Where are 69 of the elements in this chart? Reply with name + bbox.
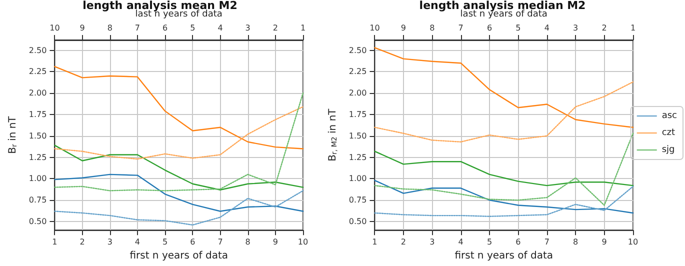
- x-axis-title: first n years of data: [130, 250, 228, 262]
- line-series: [54, 174, 304, 212]
- x-tick-label: 8: [573, 238, 578, 247]
- x-tick-label: 6: [516, 238, 521, 247]
- x2-tick-label: 3: [573, 24, 578, 32]
- x-tick-label: 3: [107, 238, 112, 247]
- x2-tick-label: 9: [80, 24, 85, 32]
- y-tick-label: 2.50: [28, 46, 47, 55]
- x-tick-label: 1: [372, 238, 378, 247]
- y-tick-label: 1.75: [28, 110, 47, 119]
- x-tick-label: 9: [272, 238, 278, 247]
- x2-tick-label: 10: [50, 24, 60, 32]
- x-axis-title: first n years of data: [454, 250, 553, 262]
- legend-label: sjg: [662, 145, 675, 155]
- x-tick-label: 2: [80, 238, 85, 247]
- line-series: [374, 150, 634, 186]
- x2-tick-label: 7: [458, 24, 464, 32]
- x2-tick-label: 5: [190, 24, 196, 32]
- x-tick-label: 8: [245, 238, 250, 247]
- x-tick-label: 1: [52, 238, 58, 247]
- x-tick-label: 7: [544, 238, 550, 247]
- y-tick-label: 1.75: [348, 110, 367, 119]
- x2-tick-label: 7: [134, 24, 140, 32]
- x2-tick-label: 2: [602, 24, 607, 32]
- y-tick-label: 2.00: [348, 88, 367, 98]
- line-series: [54, 66, 304, 150]
- x-tick-label: 3: [430, 238, 435, 247]
- line-series: [54, 144, 304, 190]
- x2-tick-label: 3: [245, 24, 250, 32]
- x2-tick-label: 1: [300, 24, 306, 32]
- x2-tick-label: 5: [516, 24, 521, 32]
- y-tick-label: 2.25: [348, 67, 367, 76]
- x-tick-label: 9: [602, 238, 607, 247]
- x2-tick-label: 2: [272, 24, 278, 32]
- legend-label: czt: [662, 128, 676, 138]
- x2-tick-label: 10: [370, 24, 380, 32]
- x2-tick-label: 8: [430, 24, 435, 32]
- y-tick-label: 0.75: [28, 196, 47, 205]
- y-tick-label: 2.50: [348, 46, 367, 55]
- x-tick-label: 6: [190, 238, 196, 247]
- y-tick-label: 1.00: [28, 174, 47, 184]
- x-tick-label: 4: [458, 238, 464, 247]
- y-tick-label: 1.00: [348, 174, 367, 184]
- x-tick-label: 2: [400, 238, 406, 247]
- x2-tick-label: 9: [400, 24, 406, 32]
- x-tick-label: 5: [486, 238, 492, 247]
- line-series: [374, 180, 634, 214]
- y-tick-label: 1.25: [348, 152, 367, 162]
- x-tick-label: 4: [134, 238, 140, 247]
- y-tick-label: 2.25: [28, 67, 47, 76]
- y-tick-label: 0.50: [28, 217, 47, 226]
- x2-tick-label: 6: [486, 24, 492, 32]
- x2-tick-label: 8: [107, 24, 112, 32]
- y-tick-label: 0.50: [348, 217, 367, 226]
- x2-tick-label: 4: [544, 24, 550, 32]
- x-tick-label: 5: [162, 238, 168, 247]
- y-tick-label: 0.75: [348, 196, 367, 205]
- legend-label: asc: [662, 111, 678, 121]
- x-tick-label: 10: [298, 238, 308, 247]
- y-tick-label: 2.00: [28, 88, 47, 98]
- y-tick-label: 1.25: [28, 152, 47, 162]
- x2-tick-label: 6: [162, 24, 168, 32]
- x2-tick-label: 1: [630, 24, 636, 32]
- x-tick-label: 7: [218, 238, 223, 247]
- x2-tick-label: 4: [218, 24, 223, 32]
- x-tick-label: 10: [628, 238, 638, 247]
- y-tick-label: 1.50: [348, 131, 367, 140]
- line-series: [374, 47, 634, 128]
- y-tick-label: 1.50: [28, 131, 47, 140]
